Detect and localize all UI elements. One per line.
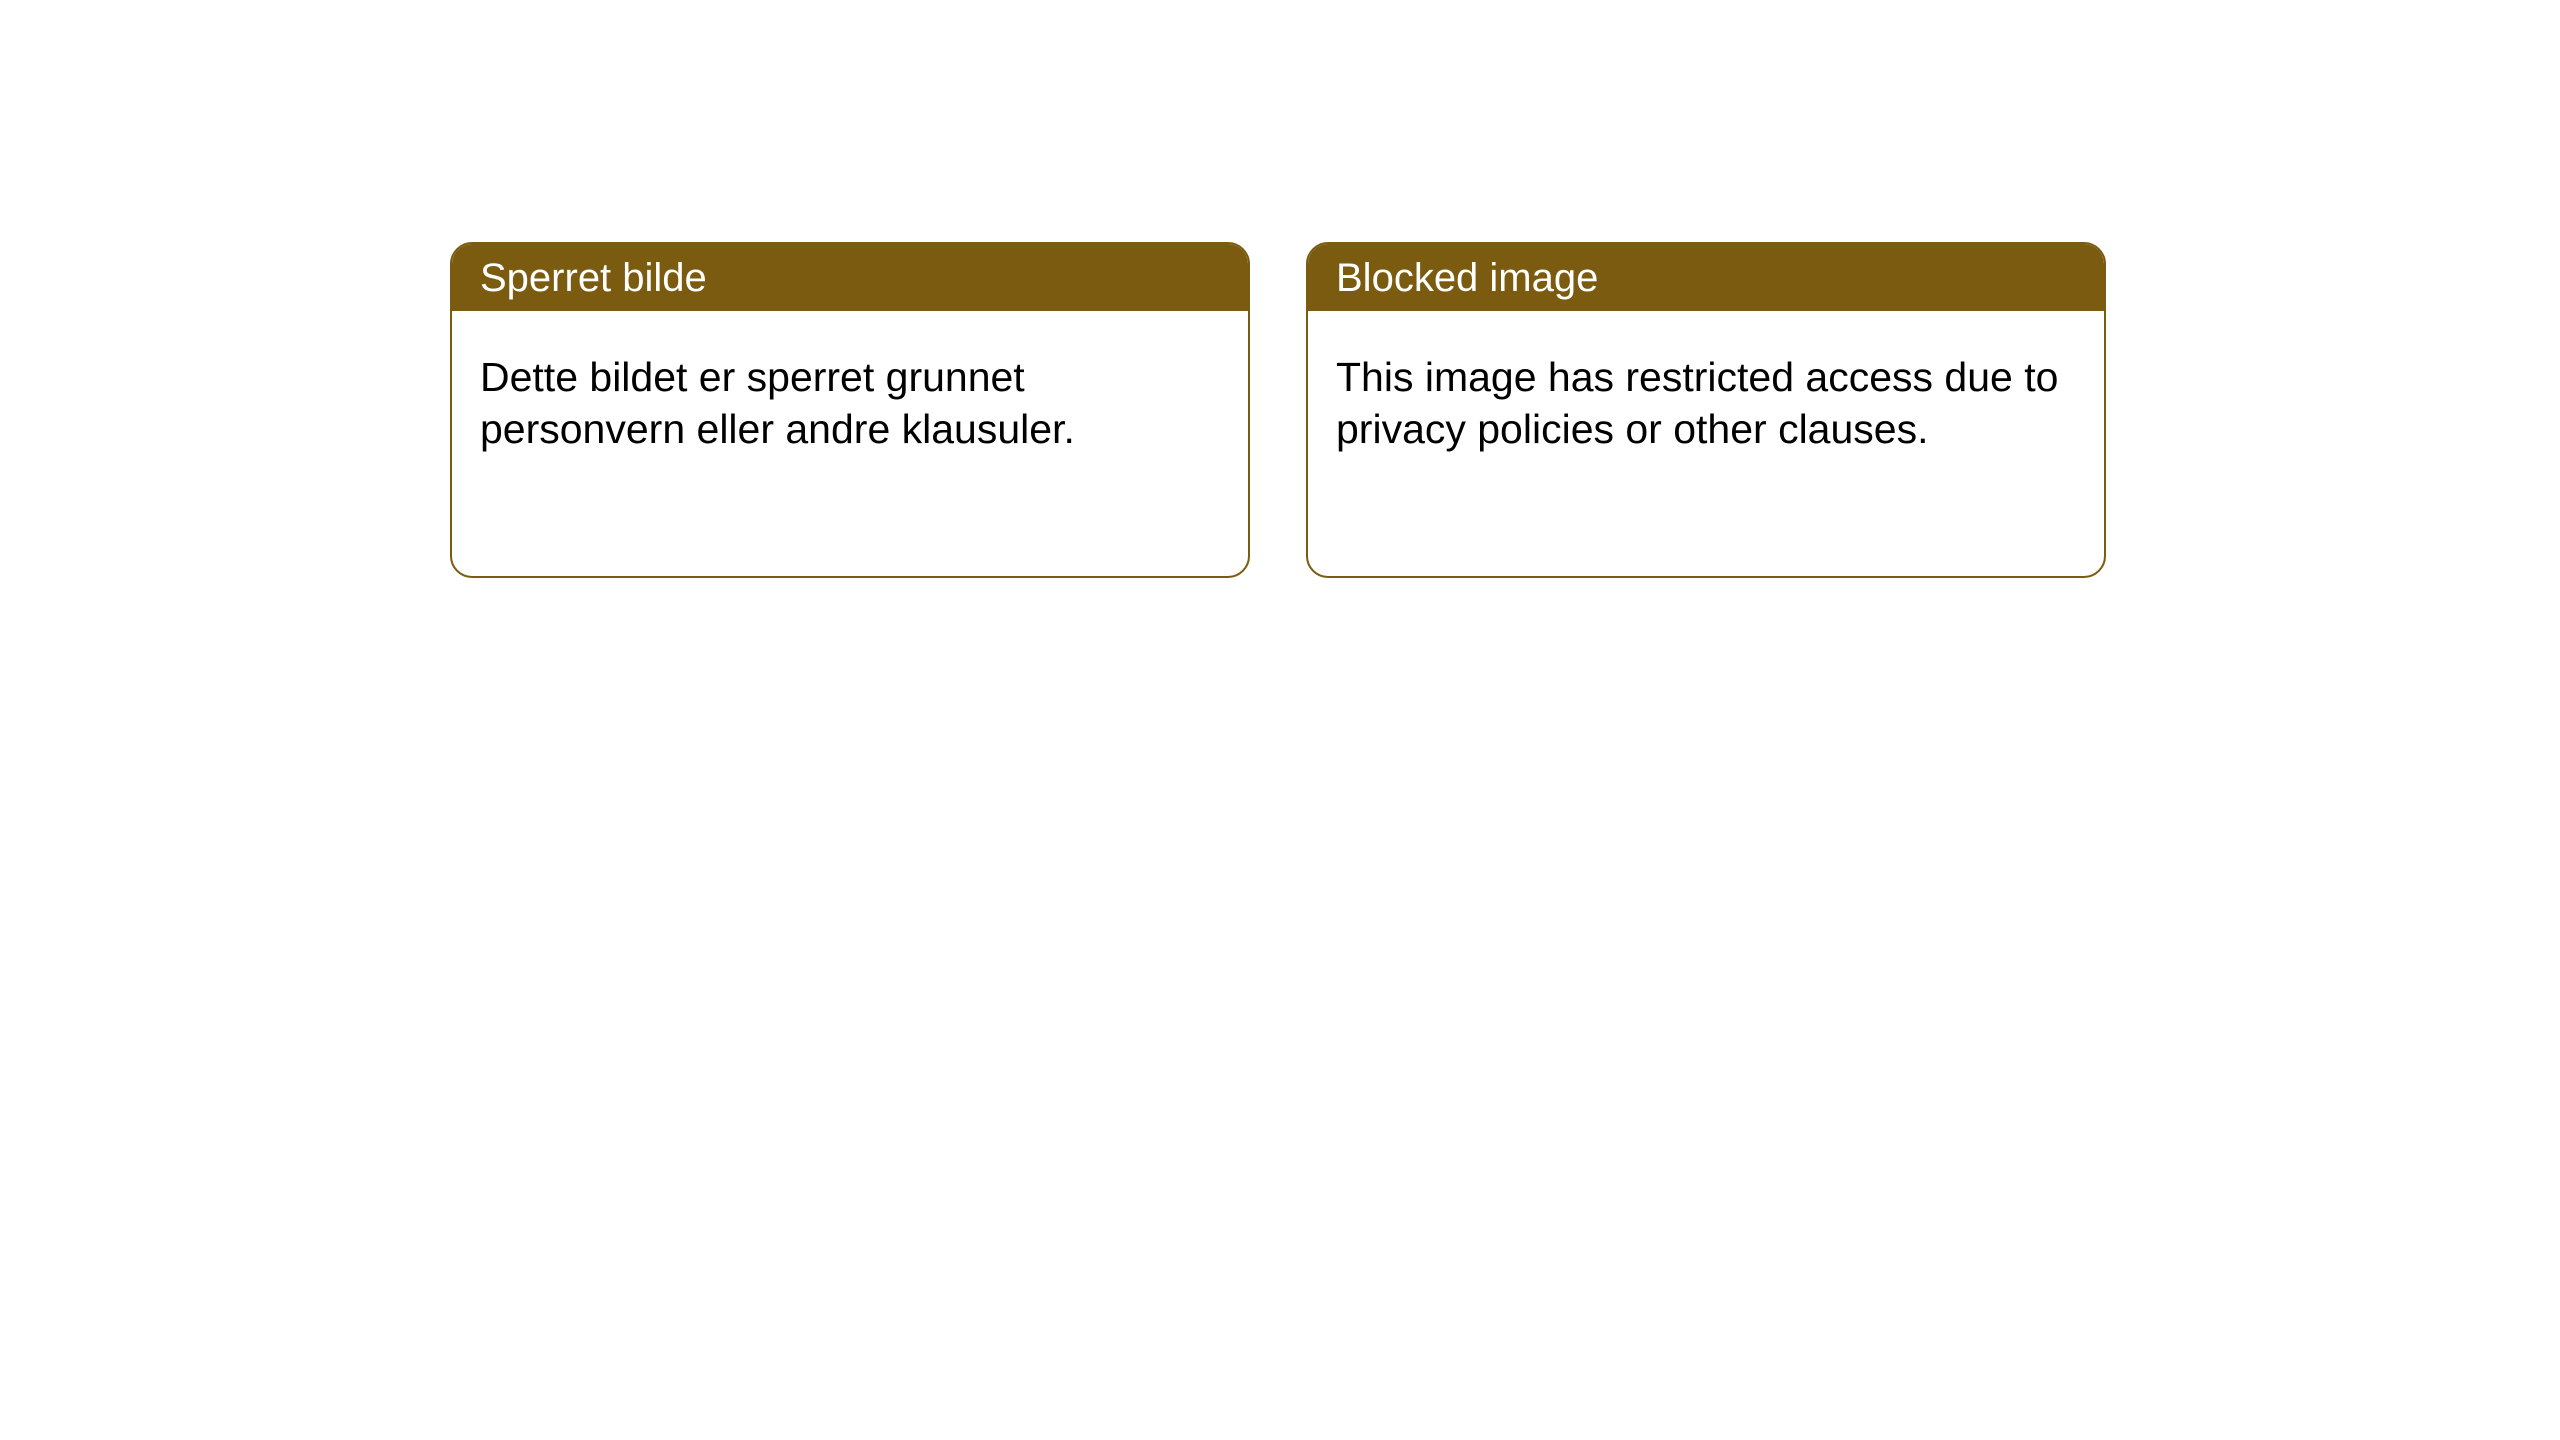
card-title: Blocked image xyxy=(1336,256,1598,300)
card-body: This image has restricted access due to … xyxy=(1308,311,2104,484)
card-header: Sperret bilde xyxy=(452,244,1248,311)
card-header: Blocked image xyxy=(1308,244,2104,311)
blocked-image-card-no: Sperret bilde Dette bildet er sperret gr… xyxy=(450,242,1250,578)
card-body: Dette bildet er sperret grunnet personve… xyxy=(452,311,1248,484)
notice-container: Sperret bilde Dette bildet er sperret gr… xyxy=(0,0,2560,578)
blocked-image-card-en: Blocked image This image has restricted … xyxy=(1306,242,2106,578)
card-message: Dette bildet er sperret grunnet personve… xyxy=(480,354,1075,452)
card-message: This image has restricted access due to … xyxy=(1336,354,2058,452)
card-title: Sperret bilde xyxy=(480,256,707,300)
